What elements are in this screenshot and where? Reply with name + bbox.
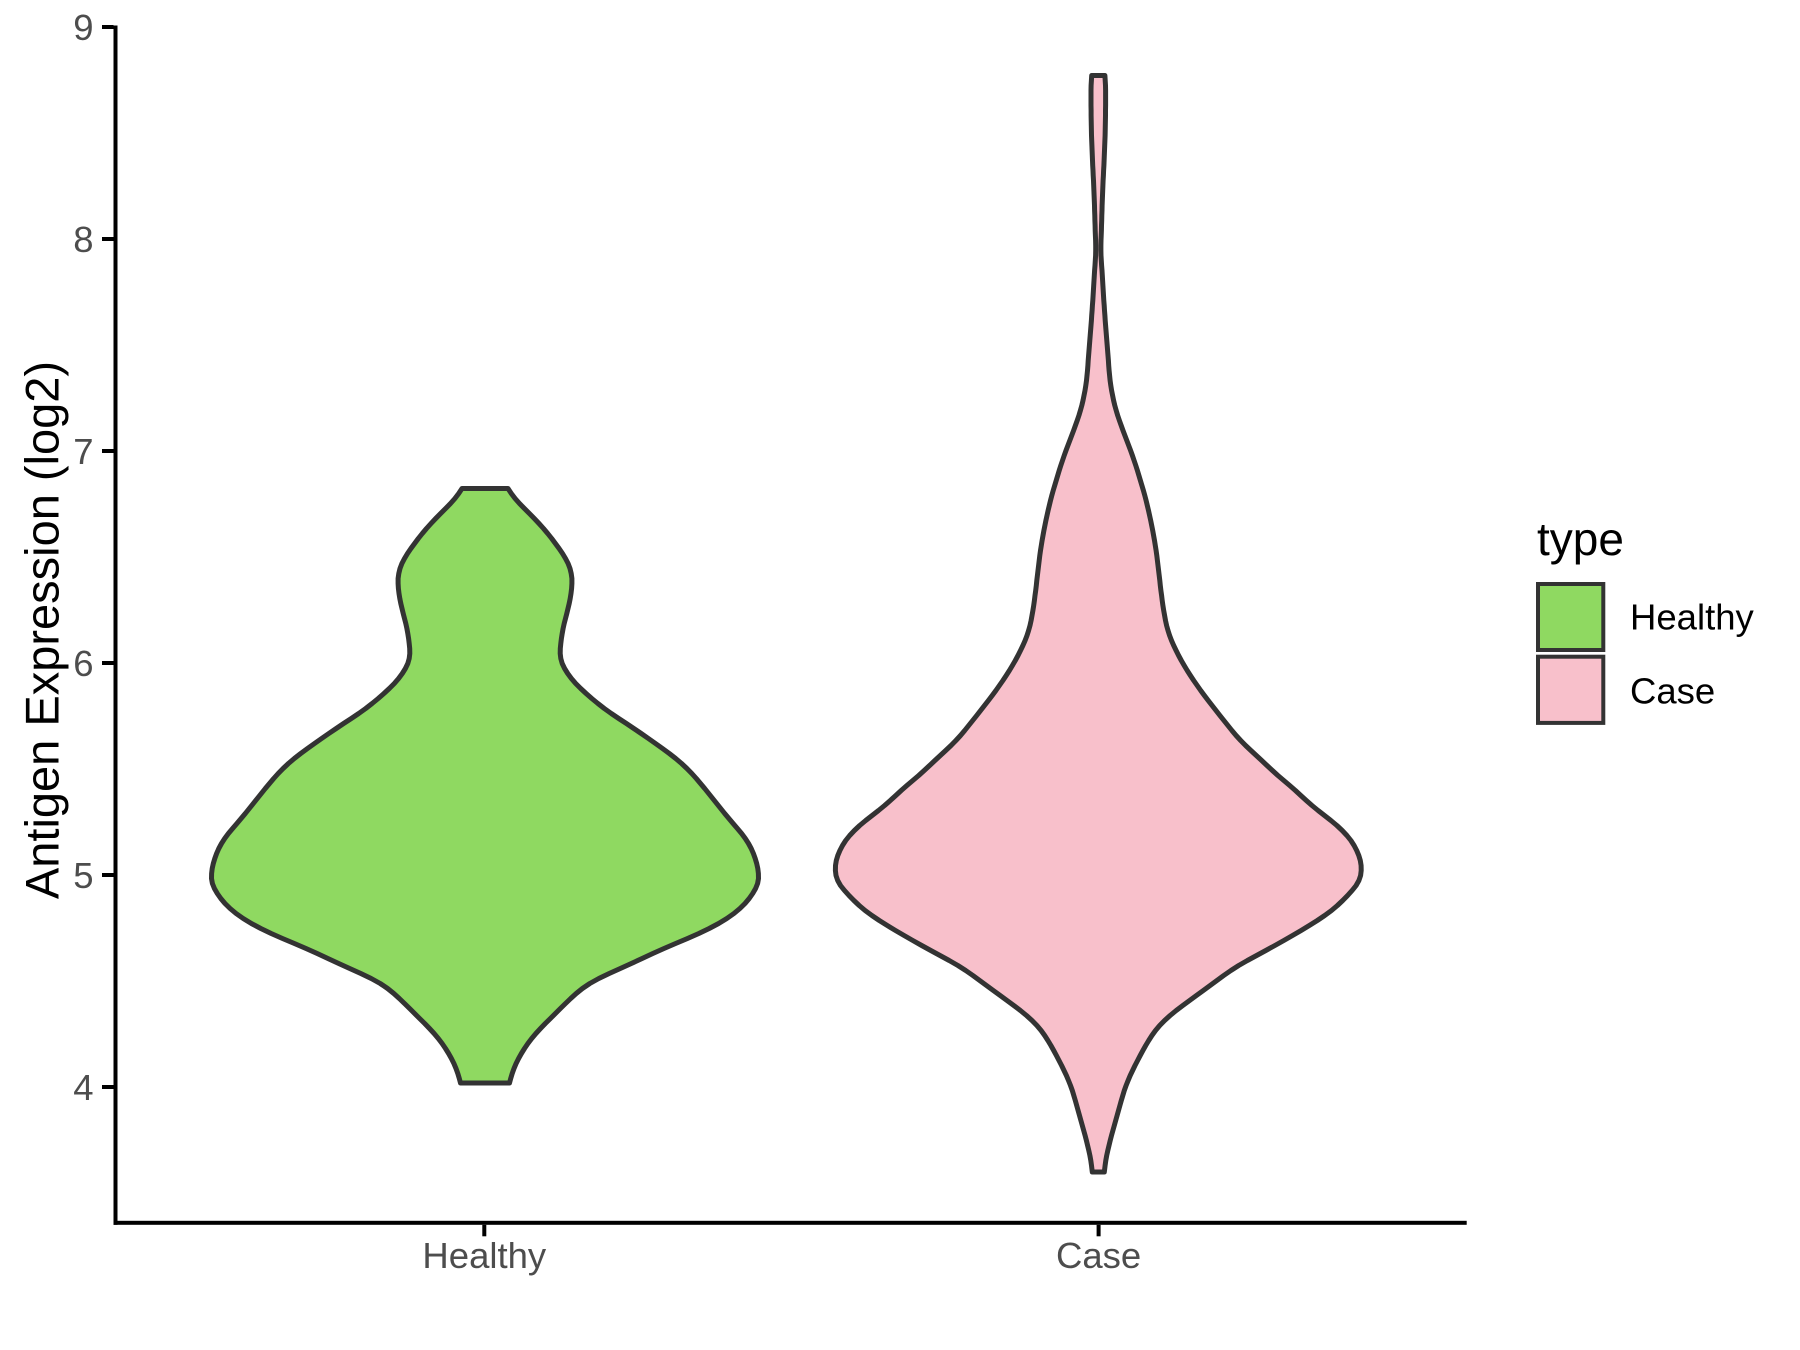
svg-text:Healthy: Healthy xyxy=(1630,596,1755,637)
svg-text:8: 8 xyxy=(73,219,93,260)
svg-text:5: 5 xyxy=(73,855,93,896)
svg-text:9: 9 xyxy=(73,7,93,48)
svg-text:type: type xyxy=(1537,513,1624,565)
svg-text:6: 6 xyxy=(73,643,93,684)
svg-text:Case: Case xyxy=(1630,671,1715,712)
svg-text:4: 4 xyxy=(73,1067,93,1108)
svg-text:7: 7 xyxy=(73,431,93,472)
svg-text:Healthy: Healthy xyxy=(422,1235,547,1276)
svg-text:Case: Case xyxy=(1056,1235,1141,1276)
svg-text:Antigen Expression (log2): Antigen Expression (log2) xyxy=(16,361,69,899)
